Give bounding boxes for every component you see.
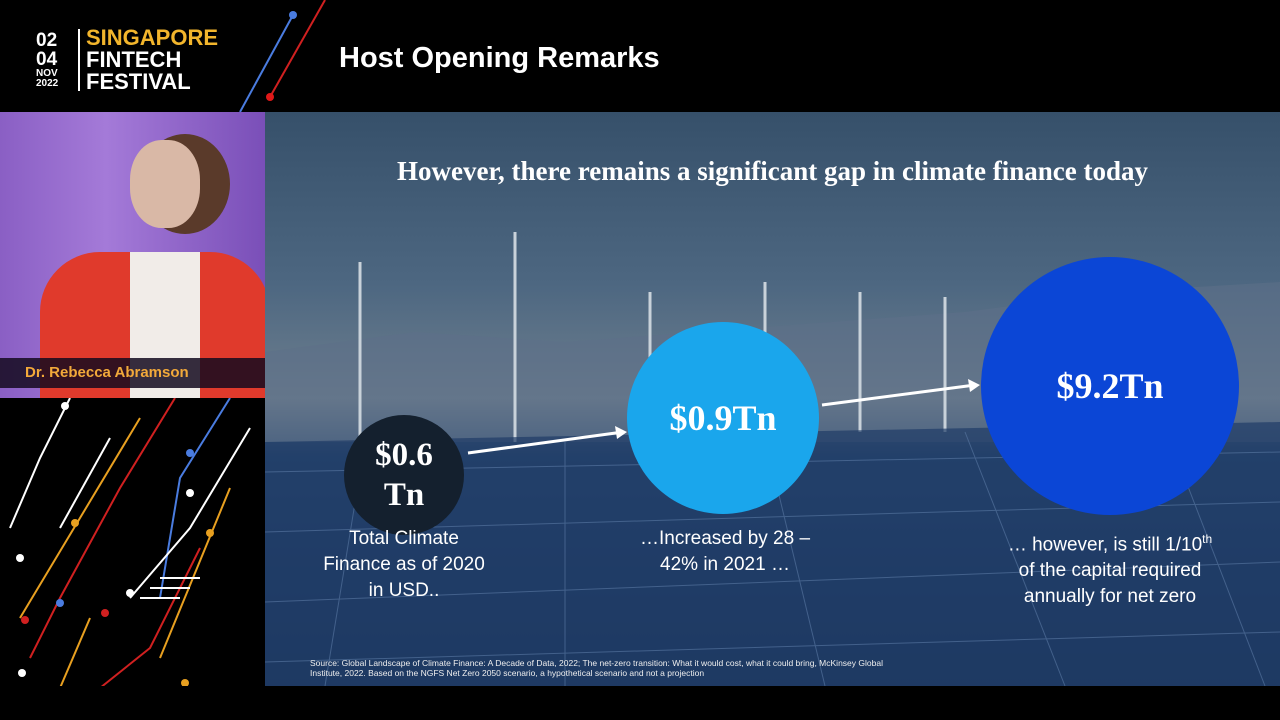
arrow-1	[467, 430, 624, 455]
speaker-name: Dr. Rebecca Abramson	[0, 358, 265, 388]
caption-net-zero: … however, is still 1/10th of the capita…	[970, 526, 1250, 610]
caption-line: Total Climate	[349, 528, 459, 549]
circle-net-zero-requirement: $9.2Tn	[981, 257, 1239, 515]
festival-logo: 02 04 NOV 2022 SINGAPORE FINTECH FESTIVA…	[36, 26, 218, 94]
logo-year: 2022	[36, 78, 59, 89]
logo-dates: 02 04 NOV 2022	[36, 31, 72, 89]
value-2020-unit: Tn	[383, 477, 425, 513]
decorative-lines	[239, 0, 326, 112]
caption-superscript: th	[1202, 532, 1213, 546]
value-2021: $0.9Tn	[669, 398, 777, 438]
caption-text: … however, is still 1/10	[1007, 534, 1203, 556]
caption-line: …Increased by 28 –	[639, 528, 811, 549]
circuit-decoration	[9, 398, 251, 688]
caption-line: Finance as of 2020	[323, 554, 485, 575]
speaker-video: Dr. Rebecca Abramson	[0, 112, 265, 398]
session-title: Host Opening Remarks	[339, 42, 660, 74]
logo-month: NOV	[36, 68, 58, 79]
logo-date-end: 04	[36, 49, 58, 70]
speaker-face	[130, 140, 200, 228]
slide-title: However, there remains a significant gap…	[397, 156, 1148, 186]
logo-line3: FESTIVAL	[86, 69, 191, 94]
circle-2020-finance: $0.6 Tn	[344, 415, 464, 535]
logo-line1: SINGAPORE	[86, 25, 219, 50]
caption-line: in USD..	[368, 580, 440, 601]
arrow-2	[821, 383, 976, 407]
logo-date-start: 02	[36, 30, 58, 51]
logo-line2: FINTECH	[86, 47, 182, 72]
logo-divider	[78, 29, 80, 91]
caption-line: annually for net zero	[1023, 586, 1197, 608]
presentation-slide: However, there remains a significant gap…	[265, 112, 1280, 686]
bottom-bar	[0, 686, 1280, 720]
caption-2020: Total Climate Finance as of 2020 in USD.…	[294, 526, 514, 604]
caption-line: 42% in 2021 …	[660, 554, 790, 575]
value-net-zero: $9.2Tn	[1056, 366, 1164, 406]
caption-2021: …Increased by 28 – 42% in 2021 …	[595, 526, 855, 578]
circle-2021-finance: $0.9Tn	[627, 322, 819, 514]
caption-line: … however, is still 1/10th	[970, 526, 1250, 558]
source-note: Source: Global Landscape of Climate Fina…	[310, 658, 883, 678]
caption-line: of the capital required	[1018, 560, 1202, 582]
logo-name: SINGAPORE FINTECH FESTIVAL	[86, 27, 218, 93]
value-2020: $0.6	[375, 437, 433, 473]
